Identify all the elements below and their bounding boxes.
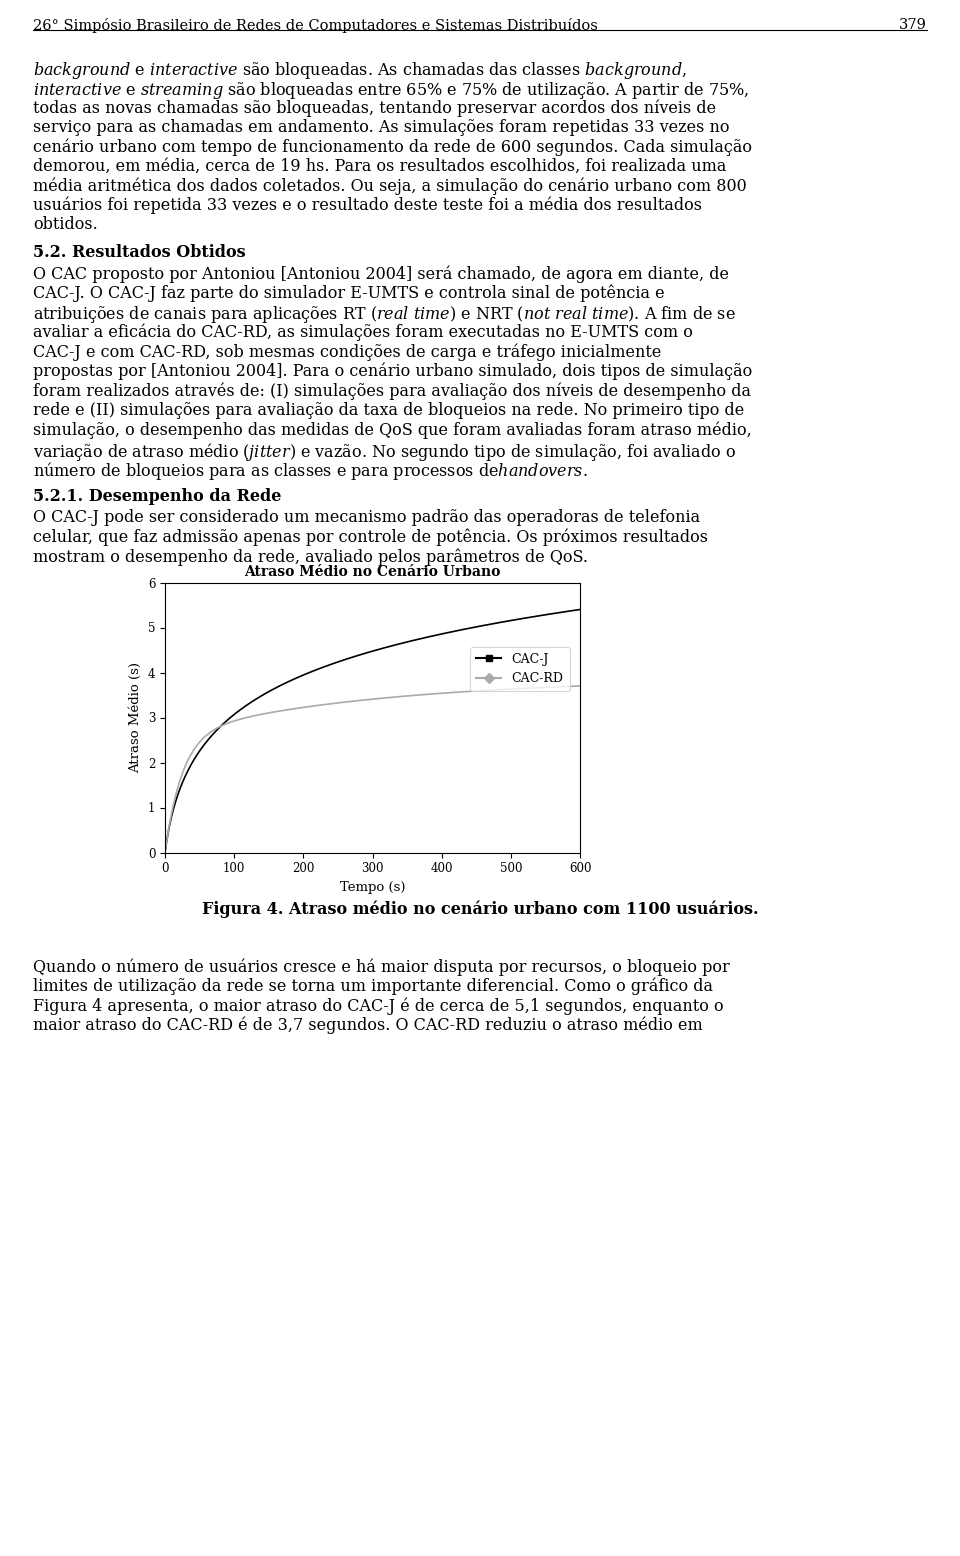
Text: foram realizados através de: (I) simulações para avaliação dos níveis de desempe: foram realizados através de: (I) simulaç… [33,383,751,400]
Text: propostas por [Antoniou 2004]. Para o cenário urbano simulado, dois tipos de sim: propostas por [Antoniou 2004]. Para o ce… [33,363,753,380]
Text: média aritmética dos dados coletados. Ou seja, a simulação do cenário urbano com: média aritmética dos dados coletados. Ou… [33,177,747,194]
Text: variação de atraso médio ($\it{jitter}$) e vazão. No segundo tipo de simulação, : variação de atraso médio ($\it{jitter}$)… [33,440,736,462]
Text: Figura 4. Atraso médio no cenário urbano com 1100 usuários.: Figura 4. Atraso médio no cenário urbano… [202,901,758,918]
Text: todas as novas chamadas são bloqueadas, tentando preservar acordos dos níveis de: todas as novas chamadas são bloqueadas, … [33,100,716,117]
Text: celular, que faz admissão apenas por controle de potência. Os próximos resultado: celular, que faz admissão apenas por con… [33,529,708,546]
Text: obtidos.: obtidos. [33,216,98,233]
Text: 379: 379 [900,19,927,33]
Text: demorou, em média, cerca de 19 hs. Para os resultados escolhidos, foi realizada : demorou, em média, cerca de 19 hs. Para … [33,157,727,174]
Text: 5.2.1. Desempenho da Rede: 5.2.1. Desempenho da Rede [33,487,281,504]
Text: usuários foi repetida 33 vezes e o resultado deste teste foi a média dos resulta: usuários foi repetida 33 vezes e o resul… [33,196,702,215]
Text: $\it{interactive}$ e $\it{streaming}$ são bloqueadas entre 65% e 75% de utilizaç: $\it{interactive}$ e $\it{streaming}$ sã… [33,79,749,101]
Text: Figura 4 apresenta, o maior atraso do CAC-J é de cerca de 5,1 segundos, enquanto: Figura 4 apresenta, o maior atraso do CA… [33,997,724,1015]
Text: serviço para as chamadas em andamento. As simulações foram repetidas 33 vezes no: serviço para as chamadas em andamento. A… [33,118,730,135]
Text: maior atraso do CAC-RD é de 3,7 segundos. O CAC-RD reduziu o atraso médio em: maior atraso do CAC-RD é de 3,7 segundos… [33,1016,703,1035]
Text: 26° Simpósio Brasileiro de Redes de Computadores e Sistemas Distribuídos: 26° Simpósio Brasileiro de Redes de Comp… [33,19,598,33]
Text: limites de utilização da rede se torna um importante diferencial. Como o gráfico: limites de utilização da rede se torna u… [33,977,713,994]
Text: O CAC proposto por Antoniou [Antoniou 2004] será chamado, de agora em diante, de: O CAC proposto por Antoniou [Antoniou 20… [33,265,729,283]
Text: $\it{background}$ e $\it{interactive}$ são bloqueadas. As chamadas das classes $: $\it{background}$ e $\it{interactive}$ s… [33,61,687,81]
Text: rede e (II) simulações para avaliação da taxa de bloqueios na rede. No primeiro : rede e (II) simulações para avaliação da… [33,401,744,419]
Title: Atraso Médio no Cenário Urbano: Atraso Médio no Cenário Urbano [244,565,501,579]
Text: CAC-J e com CAC-RD, sob mesmas condições de carga e tráfego inicialmente: CAC-J e com CAC-RD, sob mesmas condições… [33,342,661,361]
Text: simulação, o desempenho das medidas de QoS que foram avaliadas foram atraso médi: simulação, o desempenho das medidas de Q… [33,422,752,439]
Text: Quando o número de usuários cresce e há maior disputa por recursos, o bloqueio p: Quando o número de usuários cresce e há … [33,958,730,976]
Text: CAC-J. O CAC-J faz parte do simulador E-UMTS e controla sinal de potência e: CAC-J. O CAC-J faz parte do simulador E-… [33,285,664,302]
Legend: CAC-J, CAC-RD: CAC-J, CAC-RD [470,647,569,691]
Text: número de bloqueios para as classes e para processos de$\it{handovers}$.: número de bloqueios para as classes e pa… [33,461,588,482]
Text: O CAC-J pode ser considerado um mecanismo padrão das operadoras de telefonia: O CAC-J pode ser considerado um mecanism… [33,509,700,526]
Text: 5.2. Resultados Obtidos: 5.2. Resultados Obtidos [33,243,246,260]
Text: cenário urbano com tempo de funcionamento da rede de 600 segundos. Cada simulaçã: cenário urbano com tempo de funcionament… [33,138,752,156]
Text: atribuições de canais para aplicações RT ($\it{real\ time}$) e NRT ($\it{not\ re: atribuições de canais para aplicações RT… [33,303,735,325]
X-axis label: Tempo (s): Tempo (s) [340,881,405,893]
Y-axis label: Atraso Médio (s): Atraso Médio (s) [130,661,142,773]
Text: avaliar a eficácia do CAC-RD, as simulações foram executadas no E-UMTS com o: avaliar a eficácia do CAC-RD, as simulaç… [33,324,693,341]
Text: mostram o desempenho da rede, avaliado pelos parâmetros de QoS.: mostram o desempenho da rede, avaliado p… [33,548,588,565]
